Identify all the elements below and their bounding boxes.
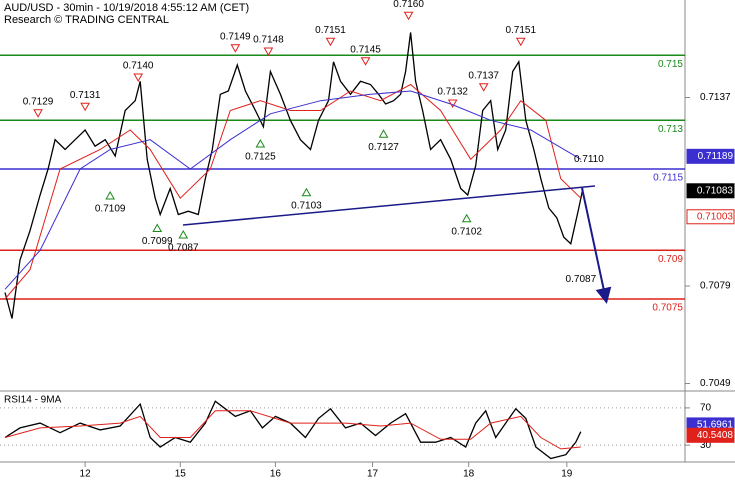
low-label: 0.7087 [168,243,199,254]
note-label: 0.7087 [566,274,597,285]
x-tick-label: 15 [175,469,187,480]
note-label: 0.7110 [574,154,604,165]
projection-arrow [581,187,612,304]
high-label: 0.7129 [23,96,54,107]
low-marker [461,213,472,223]
low-marker [255,138,266,148]
level-label: 0.7115 [653,173,683,184]
rsi-title: RSI14 - 9MA [4,395,62,406]
high-marker [33,109,43,118]
high-label: 0.7160 [393,0,424,10]
x-tick-label: 17 [367,469,379,480]
high-marker [478,83,489,92]
low-label: 0.7103 [291,200,322,211]
high-marker [133,73,144,83]
price-box-label: 0.71003 [697,211,734,222]
x-tick-label: 16 [270,469,282,480]
high-marker [80,102,90,112]
y-tick-label: 0.7079 [700,281,731,292]
high-label: 0.7148 [253,35,284,46]
price-box [686,183,735,199]
chart-title: AUD/USD - 30min - 10/19/2018 4:55:12 AM … [4,2,249,14]
high-marker [447,99,458,109]
high-marker [230,44,241,53]
series-line [4,400,582,460]
y-tick-label: 0.7137 [700,92,731,103]
high-label: 0.7151 [315,25,346,36]
x-tick-label: 12 [80,469,92,480]
y-tick-label: 0.7049 [700,378,731,389]
high-marker [263,47,274,57]
low-label: 0.7125 [245,152,276,163]
series-line [4,410,581,450]
low-label: 0.7127 [368,142,399,153]
series-line [4,90,582,290]
low-label: 0.7099 [142,236,173,247]
low-marker [105,190,116,200]
price-box [686,148,735,164]
low-label: 0.7109 [95,204,126,215]
high-marker [515,37,526,47]
low-marker [301,187,312,197]
high-label: 0.7149 [220,31,251,42]
low-marker [178,229,189,239]
low-marker [152,223,163,232]
y-tick-label: 70 [700,403,712,414]
series-line [4,83,582,300]
high-marker [360,57,371,66]
high-label: 0.7132 [437,87,468,98]
price-box [686,209,735,225]
axes: 0.7137 0.7079 0.7049 0.71189 0.71083 0.71003 3… [80,92,735,480]
low-marker [378,129,389,138]
high-label: 0.7137 [468,70,499,81]
x-tick-label: 19 [561,469,573,480]
price-box-label: 51.6961 [697,420,734,431]
high-label: 0.7131 [70,90,101,101]
high-label: 0.7140 [123,61,154,72]
level-label: 0.713 [658,124,683,135]
high-marker [403,11,414,21]
high-label: 0.7151 [505,25,536,36]
chart-subtitle: Research © TRADING CENTRAL [4,14,169,26]
high-marker [325,37,336,47]
price-panel: 0.715 0.713 0.7115 0.709 0.7075 0.7129 0.7131 0… [0,0,685,319]
rsi-panel [0,400,685,460]
level-label: 0.715 [658,59,683,70]
level-label: 0.709 [658,254,683,265]
price-box-label: 0.71083 [697,185,734,196]
low-label: 0.7102 [451,226,482,237]
x-tick-label: 18 [463,469,475,480]
level-label: 0.7075 [652,303,683,314]
series-line [4,32,584,319]
price-box-label: 40.5408 [697,430,734,441]
high-label: 0.7145 [350,44,381,55]
price-box [686,427,735,443]
price-box-label: 0.71189 [698,151,734,162]
y-tick-label: 30 [700,440,712,451]
trend-line [182,185,596,226]
